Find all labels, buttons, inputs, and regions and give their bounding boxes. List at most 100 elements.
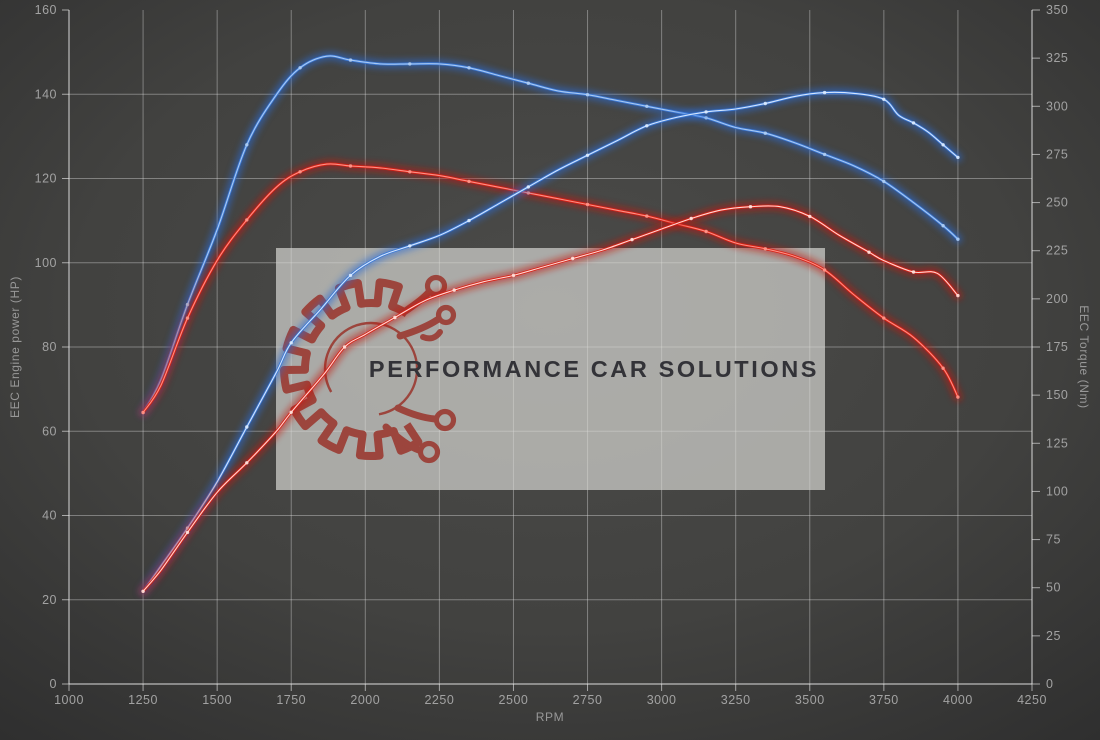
data-point xyxy=(808,214,812,219)
circuit-trace-1 xyxy=(396,316,441,340)
right-tick-label-175: 175 xyxy=(1046,340,1068,354)
data-point xyxy=(348,164,353,168)
right-tick-label-325: 325 xyxy=(1046,51,1068,65)
x-tick-label-1250: 1250 xyxy=(128,693,158,707)
watermark-text: PERFORMANCE CAR SOLUTIONS xyxy=(369,356,819,382)
left-tick-label-140: 140 xyxy=(35,87,57,101)
data-point xyxy=(526,185,530,189)
circuit-trace-3 xyxy=(382,423,423,454)
data-point xyxy=(956,155,960,160)
right-tick-label-150: 150 xyxy=(1046,388,1068,402)
circuit-arc xyxy=(420,329,443,342)
right-tick-label-350: 350 xyxy=(1046,3,1068,17)
data-point xyxy=(185,530,190,535)
data-point xyxy=(298,66,302,70)
data-point xyxy=(467,66,471,70)
left-tick-label-20: 20 xyxy=(42,593,57,607)
left-tick-label-40: 40 xyxy=(42,509,57,523)
data-point xyxy=(585,153,590,157)
right-tick-label-75: 75 xyxy=(1046,533,1061,547)
curve-torque-red xyxy=(138,159,963,417)
right-tick-label-275: 275 xyxy=(1046,147,1068,161)
data-point xyxy=(822,90,827,95)
circuit-node-1 xyxy=(435,304,457,326)
data-point xyxy=(630,237,634,242)
left-tick-label-60: 60 xyxy=(42,424,57,438)
data-point xyxy=(645,214,649,218)
data-point xyxy=(511,273,516,278)
right-tick-label-200: 200 xyxy=(1046,292,1068,306)
data-point xyxy=(526,81,530,85)
data-point xyxy=(956,237,960,241)
x-tick-label-4250: 4250 xyxy=(1017,693,1047,707)
data-point xyxy=(245,218,249,222)
right-tick-label-100: 100 xyxy=(1046,484,1068,498)
data-point xyxy=(245,461,249,465)
watermark: PERFORMANCE CAR SOLUTIONS xyxy=(276,248,825,490)
x-tick-label-1000: 1000 xyxy=(54,693,84,707)
data-point xyxy=(867,250,871,254)
curve-torque-blue xyxy=(138,51,963,417)
x-tick-label-3500: 3500 xyxy=(795,693,825,707)
data-point xyxy=(348,58,353,62)
data-point xyxy=(585,202,590,207)
data-point xyxy=(245,425,249,429)
data-point xyxy=(185,316,190,320)
y-axis-label-left: EEC Engine power (HP) xyxy=(8,276,22,418)
data-point xyxy=(348,273,353,278)
x-tick-label-1500: 1500 xyxy=(202,693,232,707)
data-point xyxy=(704,229,708,234)
curve-power-blue xyxy=(138,87,963,596)
data-point xyxy=(704,110,708,114)
right-tick-label-225: 225 xyxy=(1046,244,1068,258)
curve-core-power-blue xyxy=(142,91,959,592)
data-point xyxy=(298,170,302,174)
gear-outline xyxy=(280,278,423,461)
data-point xyxy=(585,93,590,97)
right-tick-label-50: 50 xyxy=(1046,581,1061,595)
data-point xyxy=(141,589,145,593)
left-tick-label-0: 0 xyxy=(50,677,57,691)
data-point xyxy=(689,216,693,221)
x-tick-label-2500: 2500 xyxy=(499,693,529,707)
data-point xyxy=(467,179,471,184)
x-tick-label-2000: 2000 xyxy=(350,693,380,707)
data-point xyxy=(408,244,412,248)
data-point xyxy=(956,293,960,298)
data-point xyxy=(941,143,945,147)
data-point xyxy=(342,345,347,349)
data-point xyxy=(645,124,649,128)
right-tick-label-300: 300 xyxy=(1046,99,1068,113)
right-tick-label-250: 250 xyxy=(1046,196,1068,210)
data-point xyxy=(748,205,753,209)
data-point xyxy=(289,410,293,414)
curve-power-red xyxy=(138,201,963,596)
data-point xyxy=(467,218,471,223)
left-tick-label-100: 100 xyxy=(35,256,57,270)
data-point xyxy=(941,224,945,228)
data-point xyxy=(956,395,960,399)
x-tick-label-3250: 3250 xyxy=(721,693,751,707)
data-point xyxy=(645,104,649,109)
data-point xyxy=(289,341,293,345)
x-tick-label-4000: 4000 xyxy=(943,693,973,707)
data-point xyxy=(911,270,916,274)
watermark-box xyxy=(276,248,825,490)
left-tick-label-120: 120 xyxy=(35,172,57,186)
data-point xyxy=(141,410,145,415)
data-point xyxy=(452,288,456,292)
tick-marks-and-labels: 0 20 40 60 80 100 120 140 160 0 25 50 75 100 125 150 175… xyxy=(35,3,1068,707)
x-tick-label-3750: 3750 xyxy=(869,693,899,707)
y-axis-label-right: EEC Torque (Nm) xyxy=(1077,305,1091,408)
x-tick-label-2250: 2250 xyxy=(424,693,454,707)
circuit-trace-2 xyxy=(394,404,439,423)
x-tick-label-3000: 3000 xyxy=(647,693,677,707)
data-point xyxy=(941,366,945,370)
circuit-node-3 xyxy=(417,440,441,464)
data-point xyxy=(882,179,886,184)
right-tick-label-0: 0 xyxy=(1046,677,1053,691)
x-axis-label: RPM xyxy=(536,710,564,724)
data-point xyxy=(882,97,886,102)
